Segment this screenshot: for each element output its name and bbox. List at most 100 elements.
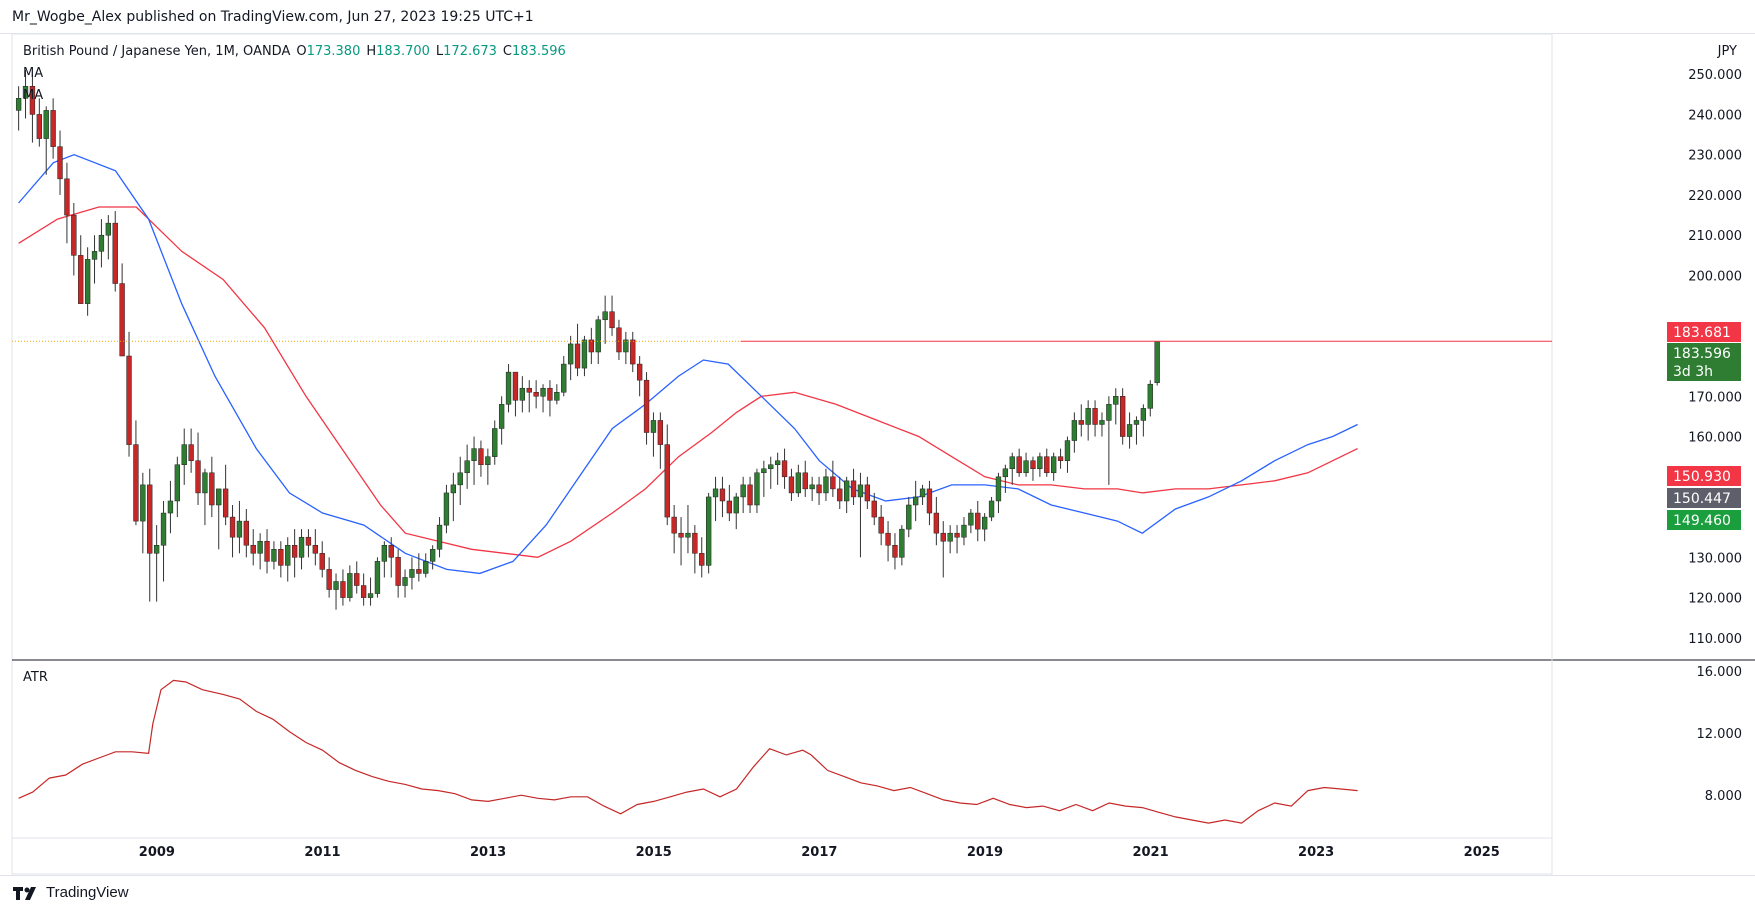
candle-body (64, 178, 70, 216)
ma-green-badge (1667, 510, 1741, 530)
candle-body (919, 488, 926, 498)
candle-body (105, 222, 111, 236)
candle-body (354, 573, 360, 586)
candle-body (636, 363, 643, 381)
ma-legend-2[interactable]: MA (23, 88, 44, 103)
chart-canvas[interactable]: 110.000 120.000 130.000 160.000 170.000 200.0… (0, 0, 1755, 875)
candle-body (871, 500, 877, 518)
candle-body (975, 512, 981, 530)
candle-body (774, 460, 781, 465)
price-tick-label: 210.000 (1688, 229, 1742, 244)
ma-legend-1[interactable]: MA (23, 66, 44, 81)
candle-body (519, 387, 526, 401)
candle-body (195, 460, 201, 494)
candle-body (216, 488, 222, 506)
atr-legend[interactable]: ATR (23, 670, 48, 685)
candle-body (685, 532, 691, 538)
tradingview-brand[interactable]: TradingView (12, 884, 129, 901)
candle-body (374, 561, 381, 594)
last-price-badge-text: 183.596 (1673, 346, 1731, 362)
candle-body (298, 536, 305, 558)
time-tick-label: 2017 (801, 845, 837, 860)
price-tick-label: 170.000 (1688, 390, 1742, 405)
candle-body (699, 553, 705, 566)
candle-body (616, 327, 622, 353)
time-tick-label: 2019 (967, 845, 1003, 860)
candle-body (850, 480, 857, 498)
price-tick-label: 220.000 (1688, 189, 1742, 204)
candle-body (857, 484, 864, 498)
symbol-title[interactable]: British Pound / Japanese Yen, 1M, OANDA (23, 44, 291, 59)
candle-body (726, 500, 733, 514)
symbol-legend: British Pound / Japanese Yen, 1M, OANDA … (23, 44, 566, 59)
close-value: 183.596 (512, 44, 566, 59)
candle-body (912, 496, 919, 506)
candle-body (1126, 424, 1133, 437)
atr-tick-label: 8.000 (1705, 789, 1742, 804)
candle-body (837, 488, 843, 502)
candle-body (512, 371, 519, 401)
candle-body (416, 569, 422, 574)
high-label: H (366, 44, 377, 59)
ma-gray-badge (1667, 488, 1741, 508)
candle-body (478, 448, 484, 465)
candle-body (278, 549, 284, 566)
candle-body (781, 460, 788, 478)
candle-body (78, 255, 84, 304)
candle-body (692, 532, 698, 554)
candle-body (678, 532, 684, 538)
candle-body (285, 545, 291, 566)
candle-body (367, 593, 374, 598)
candle-body (409, 569, 415, 578)
candle-body (43, 110, 49, 139)
candle-body (250, 545, 256, 554)
candle-body (1023, 460, 1029, 474)
candle-body (1099, 420, 1105, 425)
candle-body (436, 524, 443, 550)
candle-body (91, 251, 98, 260)
candle-body (112, 222, 118, 284)
candle-body (926, 488, 933, 514)
high-price-badge (1667, 322, 1741, 342)
price-tick-label: 250.000 (1688, 68, 1742, 83)
candle-body (291, 545, 298, 558)
candle-body (98, 234, 105, 252)
candle-body (940, 532, 946, 542)
candle-body (1113, 396, 1119, 405)
ma-red-badge (1667, 466, 1741, 486)
candle-body (595, 319, 601, 353)
candle-body (209, 472, 215, 506)
candle-body (305, 536, 312, 546)
open-label: O (296, 44, 307, 59)
candle-body (719, 488, 726, 502)
candle-body (1120, 396, 1126, 437)
candle-body (160, 512, 167, 546)
candle-body (429, 549, 436, 562)
candle-body (823, 476, 829, 494)
ma-fast-line (18, 154, 1358, 575)
candle-body (243, 520, 249, 546)
plot-frame (11, 33, 1553, 875)
candle-body (747, 484, 753, 506)
candle-body (650, 420, 657, 433)
candle-body (602, 311, 608, 321)
low-value: 172.673 (443, 44, 497, 59)
close-label: C (502, 44, 512, 59)
candle-body (174, 464, 180, 502)
candle-body (1154, 341, 1160, 383)
price-tick-label: 110.000 (1688, 632, 1742, 647)
price-tick-label: 240.000 (1688, 108, 1742, 123)
candle-body (188, 444, 194, 461)
atr-line (18, 679, 1358, 824)
candle-body (181, 444, 187, 465)
candle-body (795, 472, 802, 494)
candle-body (657, 420, 664, 445)
candle-body (1064, 440, 1071, 461)
candle-body (388, 545, 394, 558)
candle-body (1009, 456, 1015, 470)
brand-name: TradingView (46, 884, 129, 901)
candle-body (712, 488, 719, 498)
candle-body (671, 516, 677, 534)
candle-body (202, 472, 208, 494)
candle-body (133, 444, 139, 522)
